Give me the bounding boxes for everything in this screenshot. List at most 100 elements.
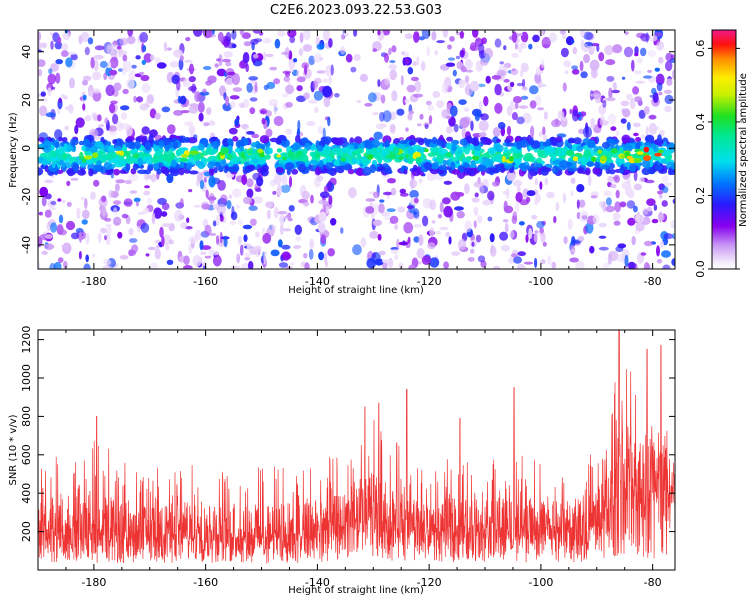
noise-speckle	[244, 127, 248, 136]
band-pixel	[68, 145, 74, 152]
noise-speckle	[317, 126, 325, 134]
noise-speckle	[372, 112, 380, 116]
band-hotspot	[92, 152, 99, 159]
noise-speckle	[634, 52, 639, 57]
noise-speckle	[322, 127, 326, 140]
noise-speckle	[241, 123, 249, 130]
x-tick-label: -180	[81, 576, 106, 589]
noise-speckle	[217, 31, 224, 42]
noise-speckle	[663, 89, 673, 95]
noise-speckle	[529, 85, 539, 95]
noise-speckle	[84, 198, 88, 209]
noise-speckle	[288, 205, 295, 212]
band-hotspot	[377, 158, 383, 164]
band-hotspot	[105, 153, 113, 157]
figure-title: C2E6.2023.093.22.53.G03	[270, 3, 442, 18]
noise-speckle	[610, 126, 617, 131]
noise-speckle	[112, 216, 122, 226]
noise-speckle	[120, 112, 127, 120]
noise-speckle	[377, 233, 382, 241]
noise-speckle	[465, 69, 473, 73]
band-hotspot	[591, 156, 597, 162]
noise-speckle	[93, 136, 102, 140]
noise-speckle	[439, 201, 444, 213]
noise-speckle	[287, 217, 293, 222]
noise-speckle	[456, 61, 463, 70]
noise-speckle	[537, 107, 545, 111]
noise-speckle	[664, 94, 674, 105]
noise-speckle	[640, 33, 650, 42]
noise-speckle	[577, 235, 585, 242]
noise-speckle	[547, 254, 552, 266]
noise-speckle	[57, 198, 62, 202]
band-hotspot	[356, 153, 362, 161]
noise-speckle	[238, 219, 244, 226]
band-pixel	[186, 162, 193, 168]
noise-speckle	[394, 254, 399, 261]
x-tick-label: -180	[81, 275, 106, 288]
noise-speckle	[541, 36, 551, 49]
band-pixel	[514, 157, 522, 166]
noise-speckle	[578, 199, 586, 208]
noise-speckle	[579, 60, 584, 72]
band-pixel	[134, 140, 141, 150]
noise-speckle	[325, 206, 330, 215]
noise-speckle	[85, 254, 89, 263]
noise-speckle	[87, 37, 94, 45]
colorbar-tick-label: 0.6	[694, 40, 707, 58]
noise-speckle	[297, 120, 301, 131]
noise-speckle	[564, 70, 569, 75]
noise-speckle	[612, 44, 623, 54]
noise-speckle	[105, 234, 111, 246]
band-pixel	[484, 158, 494, 167]
spectrogram-signal-band	[38, 134, 675, 177]
noise-speckle	[634, 46, 639, 56]
noise-speckle	[301, 190, 310, 200]
noise-speckle	[645, 126, 649, 138]
noise-speckle	[503, 78, 510, 83]
noise-speckle	[318, 211, 327, 223]
noise-speckle	[151, 212, 156, 225]
noise-speckle	[128, 69, 137, 81]
noise-speckle	[274, 173, 282, 185]
band-pixel	[51, 159, 56, 169]
noise-speckle	[50, 201, 57, 205]
band-pixel	[175, 149, 183, 156]
noise-speckle	[38, 31, 42, 42]
noise-speckle	[634, 263, 638, 269]
noise-speckle	[464, 107, 469, 112]
noise-speckle	[445, 231, 450, 238]
noise-speckle	[456, 211, 465, 219]
band-pixel	[119, 169, 126, 174]
noise-speckle	[402, 57, 407, 66]
noise-speckle	[38, 262, 41, 269]
noise-speckle	[514, 201, 520, 214]
noise-speckle	[91, 112, 98, 118]
noise-speckle	[487, 190, 495, 201]
noise-speckle	[520, 95, 529, 100]
noise-speckle	[659, 129, 665, 137]
noise-speckle	[513, 96, 522, 104]
noise-speckle	[375, 123, 385, 130]
noise-speckle	[322, 78, 328, 83]
noise-speckle	[654, 67, 660, 72]
noise-speckle	[155, 245, 160, 249]
noise-speckle	[259, 108, 268, 115]
colorbar: 0.0 0.2 0.4 0.6 Normalized spectral amplitu…	[694, 29, 749, 278]
noise-speckle	[192, 255, 202, 267]
noise-speckle	[109, 103, 116, 114]
noise-speckle	[273, 78, 281, 85]
snr-x-label: Height of straight line (km)	[288, 585, 424, 596]
noise-speckle	[276, 184, 282, 196]
noise-speckle	[506, 125, 512, 136]
noise-speckle	[439, 226, 449, 231]
noise-speckle	[252, 30, 262, 34]
noise-speckle	[434, 50, 438, 56]
noise-speckle	[137, 225, 141, 233]
noise-speckle	[38, 59, 46, 67]
noise-speckle	[369, 231, 379, 239]
noise-speckle	[166, 173, 174, 184]
noise-speckle	[81, 219, 88, 225]
noise-speckle	[103, 259, 112, 266]
noise-speckle	[109, 69, 118, 76]
